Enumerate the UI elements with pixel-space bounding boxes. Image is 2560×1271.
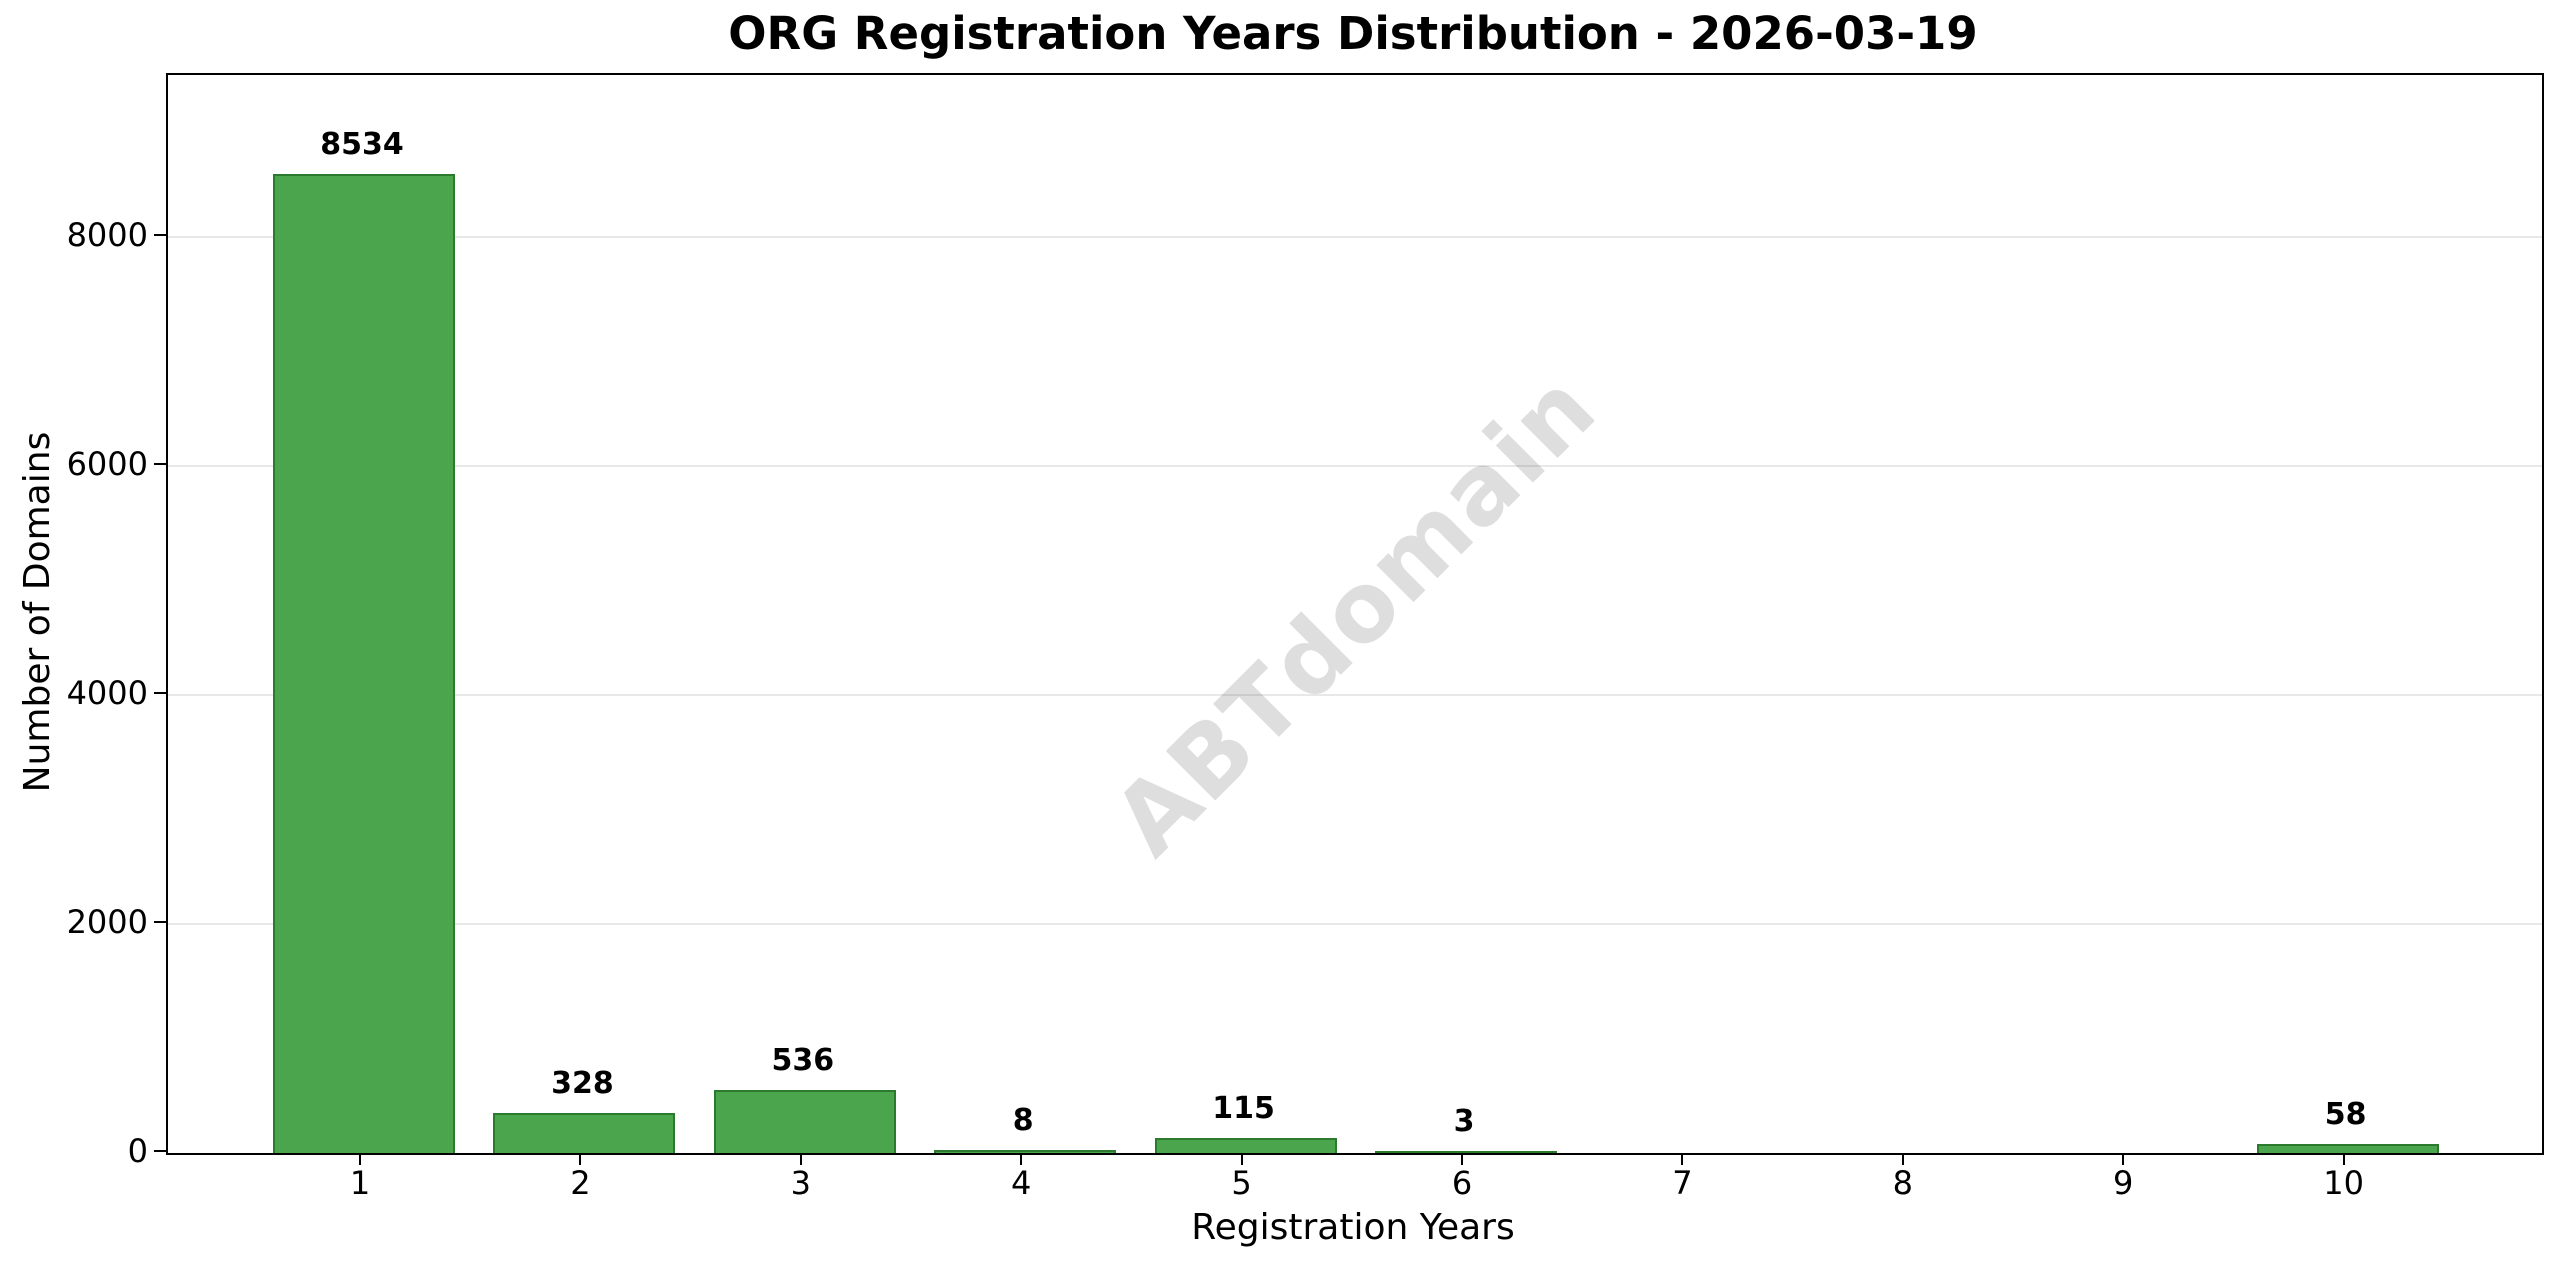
watermark: ABTdomain [1092, 351, 1618, 877]
y-tick-label: 4000 [66, 674, 148, 712]
x-tick-label: 2 [570, 1164, 591, 1202]
x-tick-mark [1681, 1153, 1684, 1165]
gridline [168, 236, 2542, 238]
bar [934, 1150, 1117, 1153]
bar-value-label: 58 [2324, 1097, 2367, 1133]
x-tick-label: 5 [1231, 1164, 1252, 1202]
y-tick-label: 6000 [66, 445, 148, 483]
y-tick-mark [154, 692, 166, 694]
bar-value-label: 3 [1453, 1103, 1475, 1139]
gridline [168, 694, 2542, 696]
chart-title: ORG Registration Years Distribution - 20… [728, 7, 1978, 60]
x-tick-mark [1901, 1153, 1904, 1165]
y-tick-mark [154, 234, 166, 236]
x-tick-label: 7 [1672, 1164, 1693, 1202]
x-tick-label: 8 [1892, 1164, 1913, 1202]
y-tick-mark [154, 463, 166, 465]
bar [1154, 1137, 1337, 1153]
x-tick-mark [1240, 1153, 1243, 1165]
bar-value-label: 536 [771, 1042, 835, 1078]
plot-area: ABTdomain 8534 328 536 8 115 3 58 [166, 73, 2544, 1155]
bar [1375, 1150, 1557, 1153]
y-tick-label: 0 [127, 1132, 148, 1170]
x-tick-label: 1 [349, 1164, 371, 1202]
gridline [168, 923, 2542, 925]
y-tick-mark [154, 1150, 166, 1152]
x-tick-mark [1020, 1153, 1023, 1165]
x-axis-title: Registration Years [1191, 1207, 1515, 1248]
x-tick-label: 4 [1011, 1164, 1032, 1202]
y-tick-mark [154, 921, 166, 923]
bar [713, 1089, 896, 1153]
x-tick-label: 3 [790, 1164, 811, 1202]
x-tick-mark [2342, 1153, 2345, 1165]
bar-value-label: 8534 [320, 126, 404, 162]
bar-value-label: 115 [1212, 1090, 1275, 1126]
x-tick-mark [2122, 1153, 2125, 1165]
x-tick-label: 10 [2323, 1164, 2364, 1202]
x-tick-mark [579, 1153, 582, 1165]
bar-value-label: 8 [1012, 1103, 1034, 1139]
y-axis-title: Number of Domains [17, 431, 58, 793]
bar [493, 1113, 676, 1153]
y-tick-label: 8000 [66, 216, 148, 254]
bar [273, 173, 455, 1153]
gridline [168, 465, 2542, 467]
x-tick-mark [1461, 1153, 1463, 1165]
bar [2256, 1144, 2439, 1153]
bar-value-label: 328 [551, 1066, 614, 1102]
x-tick-mark [359, 1153, 361, 1165]
y-tick-label: 2000 [66, 903, 148, 941]
x-tick-label: 9 [2113, 1164, 2134, 1202]
x-tick-label: 6 [1451, 1164, 1473, 1202]
x-tick-mark [799, 1153, 802, 1165]
